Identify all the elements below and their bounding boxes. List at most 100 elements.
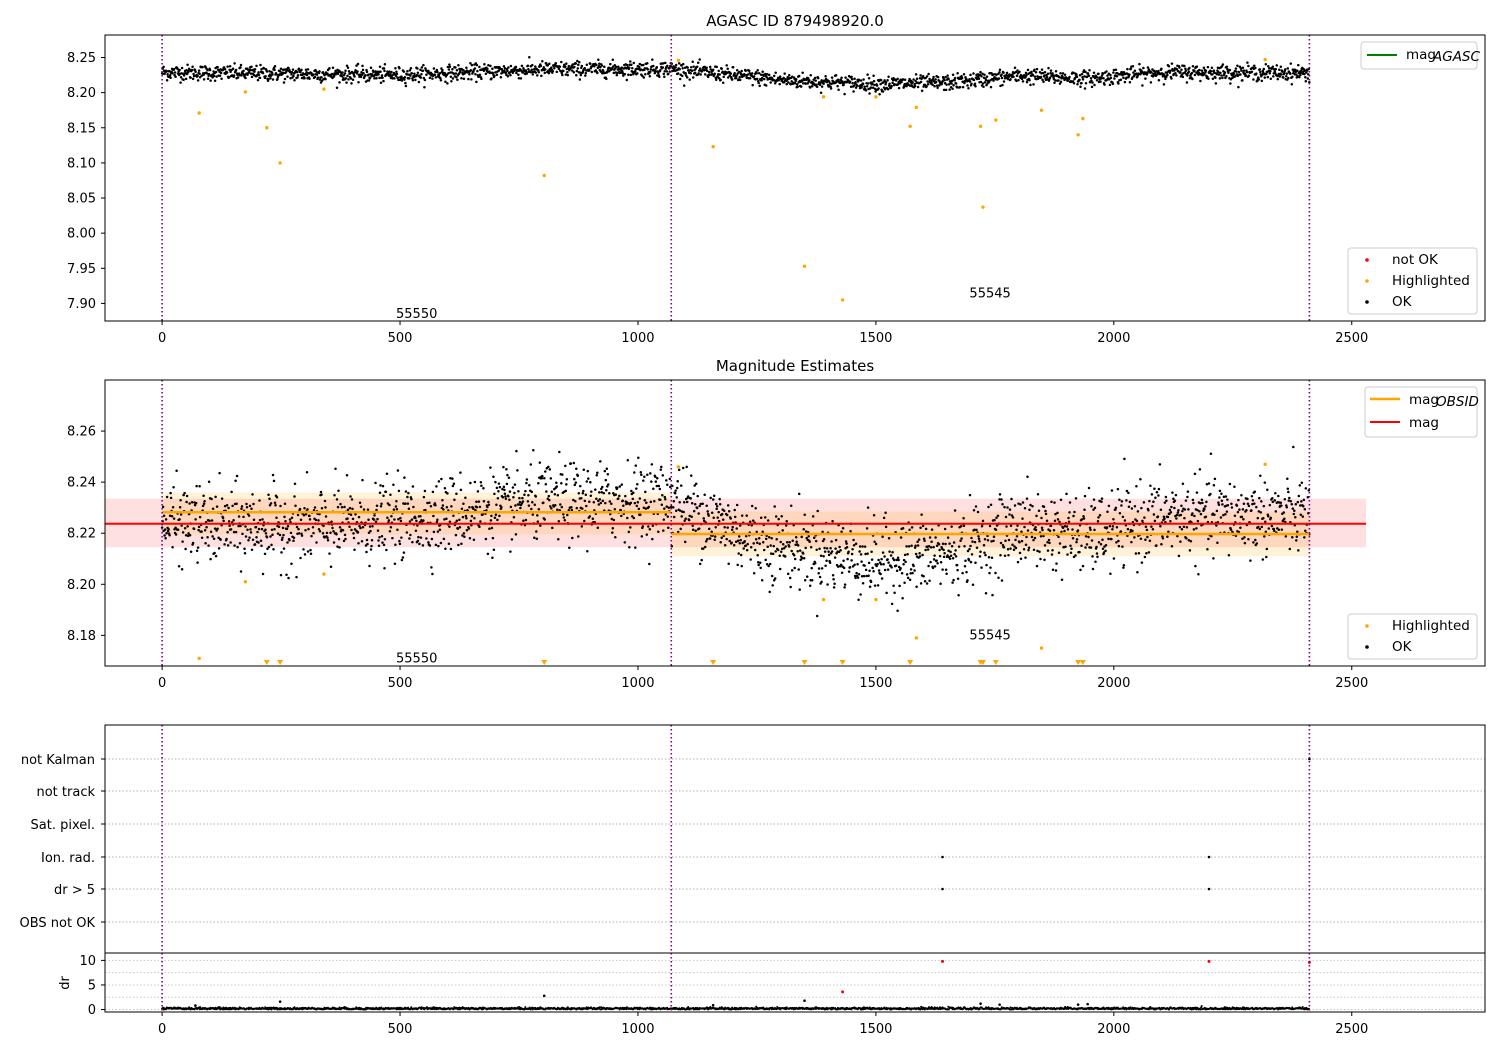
ok-point (1231, 530, 1234, 533)
ok-point (1012, 75, 1015, 79)
ok-point (1218, 489, 1222, 493)
ok-point (561, 73, 564, 77)
ok-point (627, 530, 631, 534)
ok-point (361, 478, 364, 482)
ok-point (1265, 555, 1268, 559)
ok-point (500, 506, 503, 509)
ok-point (1268, 67, 1271, 70)
ok-point (831, 574, 835, 577)
ok-point (419, 515, 422, 518)
ok-point (1011, 543, 1014, 547)
ok-point (925, 582, 929, 585)
ok-point (1084, 546, 1087, 549)
ok-point (1200, 69, 1204, 72)
ok-point (462, 532, 466, 535)
ok-point (505, 468, 508, 471)
ok-point (919, 80, 923, 84)
ok-point (317, 519, 320, 522)
ok-point (863, 564, 866, 567)
ok-point (1130, 540, 1133, 544)
ok-point (1032, 548, 1036, 551)
ok-point (1016, 524, 1019, 527)
ok-point (1009, 524, 1013, 528)
ok-point (887, 75, 890, 79)
ok-point (533, 67, 536, 71)
ok-point (1101, 538, 1104, 541)
ok-point (1267, 527, 1271, 530)
ok-point (1254, 538, 1257, 542)
ok-point (172, 67, 176, 71)
ok-point (434, 543, 438, 547)
ok-point (1057, 551, 1061, 555)
ok-point (726, 504, 730, 507)
ok-point (838, 545, 841, 549)
ok-point (606, 485, 609, 488)
ok-point (1100, 497, 1104, 500)
ok-point (474, 509, 477, 512)
highlighted-point (1039, 108, 1044, 112)
ok-point (638, 497, 642, 500)
ok-point (1108, 78, 1111, 81)
ok-point (975, 77, 979, 81)
ok-point (596, 471, 599, 474)
ok-point (439, 541, 443, 545)
y-tick-label: 8.15 (67, 121, 96, 136)
ok-point (1034, 526, 1037, 529)
ok-point (1287, 490, 1290, 494)
ok-point (295, 575, 298, 579)
ok-point (832, 578, 835, 581)
ok-point (1128, 500, 1132, 504)
ok-point (441, 498, 444, 502)
ok-point (579, 73, 583, 77)
ok-point (852, 84, 856, 87)
ok-point (430, 537, 434, 541)
ok-point (1115, 526, 1119, 529)
ok-point (1115, 75, 1119, 78)
ok-point (454, 533, 458, 537)
ok-point (1061, 72, 1065, 75)
ok-point (416, 67, 419, 70)
ok-point (825, 559, 828, 563)
ok-point (275, 495, 279, 499)
ok-point (828, 561, 832, 565)
ok-point (1193, 472, 1197, 476)
ok-point (944, 542, 947, 546)
ok-point (284, 520, 287, 523)
ok-point (1303, 536, 1306, 539)
ok-point (1144, 538, 1147, 542)
legend-marker (1365, 624, 1369, 628)
ok-point (567, 64, 571, 68)
ok-point (257, 73, 261, 76)
ok-point (359, 526, 362, 530)
ok-point (1284, 68, 1287, 71)
ok-point (1139, 537, 1143, 540)
ok-point (287, 66, 290, 70)
ok-point (601, 499, 605, 503)
highlighted-point (908, 124, 912, 129)
ok-point (613, 507, 617, 511)
ok-point (620, 514, 623, 518)
ok-point (735, 503, 739, 507)
ok-point (182, 74, 186, 77)
ok-point (810, 566, 813, 570)
ok-point (1112, 71, 1115, 74)
ok-point (223, 543, 226, 546)
ok-point (1125, 489, 1129, 493)
ok-point (1069, 544, 1072, 547)
ok-point (1286, 487, 1290, 490)
ok-point (763, 516, 767, 519)
ok-point (636, 72, 639, 75)
ok-point (1242, 502, 1246, 506)
ok-point (812, 536, 816, 539)
ok-point (746, 542, 749, 546)
ok-point (667, 526, 670, 530)
ok-point (425, 73, 428, 76)
ok-point (1096, 520, 1100, 523)
ok-point (795, 83, 799, 86)
ok-point (1204, 515, 1208, 518)
ok-point (858, 545, 862, 548)
ok-point (1295, 73, 1298, 76)
ok-point (1076, 82, 1079, 86)
ok-point (207, 544, 210, 547)
ok-point (411, 540, 414, 544)
